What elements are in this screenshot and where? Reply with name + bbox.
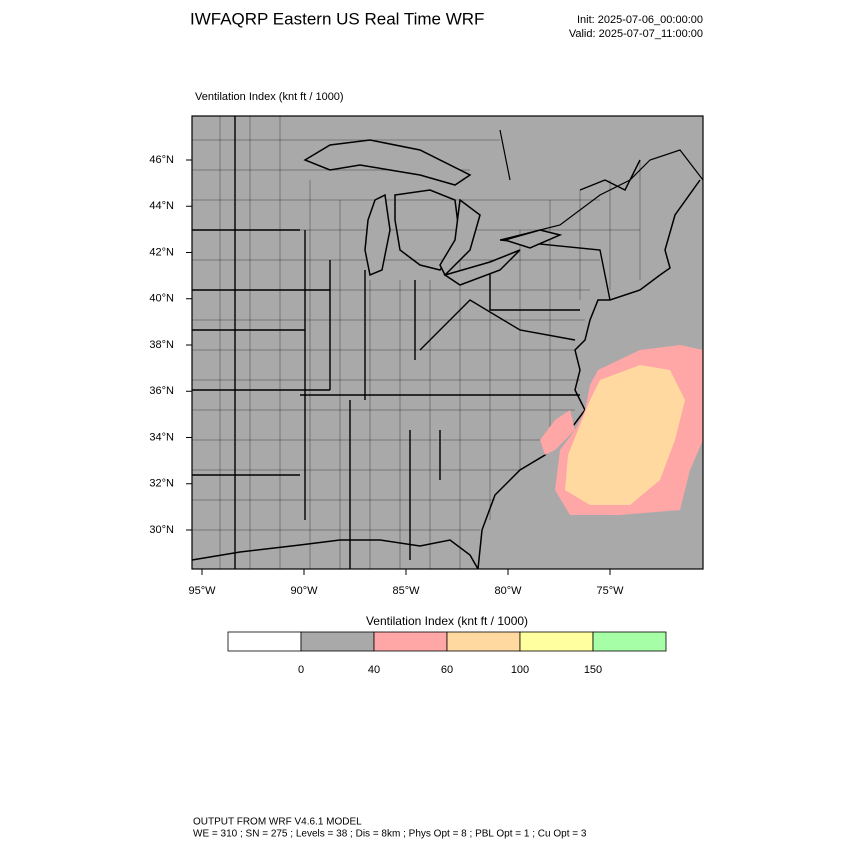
lat-label: 36°N bbox=[149, 385, 174, 397]
colorbar-box bbox=[592, 631, 667, 652]
lon-labels: 95°W 90°W 85°W 80°W 75°W bbox=[188, 569, 624, 597]
lon-label: 75°W bbox=[596, 585, 624, 597]
lake-superior bbox=[303, 139, 472, 186]
lat-label: 42°N bbox=[149, 246, 174, 258]
colorbar-tick-label: 40 bbox=[368, 664, 380, 676]
atlantic-coast bbox=[477, 179, 701, 570]
colorbar: 0 40 60 100 150 bbox=[227, 631, 667, 676]
lat-label: 38°N bbox=[149, 339, 174, 351]
footer-line: WE = 310 ; SN = 275 ; Levels = 38 ; Dis … bbox=[193, 829, 587, 840]
valid-time: Valid: 2025-07-07_11:00:00 bbox=[569, 28, 703, 40]
colorbar-box bbox=[446, 631, 521, 652]
lat-label: 30°N bbox=[149, 524, 174, 536]
map-label: Ventilation Index (knt ft / 1000) bbox=[195, 91, 344, 103]
ventilation-area-60-100 bbox=[565, 365, 685, 505]
colorbar-tick-label: 100 bbox=[511, 664, 529, 676]
title: IWFAQRP Eastern US Real Time WRF bbox=[190, 9, 484, 28]
map: 46°N 44°N 42°N 40°N 38°N 36°N 34°N 32°N 30°N 95°… bbox=[149, 115, 704, 597]
colorbar-box bbox=[519, 631, 594, 652]
state-borders bbox=[192, 116, 641, 569]
ventilation-area-coast bbox=[540, 410, 575, 455]
lat-label: 40°N bbox=[149, 293, 174, 305]
michigan bbox=[394, 189, 461, 271]
footer-line: OUTPUT FROM WRF V4.6.1 MODEL bbox=[193, 817, 362, 828]
lon-label: 85°W bbox=[392, 585, 420, 597]
gulf-coast bbox=[191, 539, 479, 570]
colorbar-tick-label: 150 bbox=[584, 664, 602, 676]
lon-label: 90°W bbox=[290, 585, 318, 597]
lat-label: 46°N bbox=[149, 154, 174, 166]
init-time: Init: 2025-07-06_00:00:00 bbox=[577, 14, 703, 26]
colorbar-box bbox=[300, 631, 375, 652]
lon-label: 95°W bbox=[188, 585, 216, 597]
colorbar-box bbox=[373, 631, 448, 652]
lat-label: 44°N bbox=[149, 200, 174, 212]
lat-label: 34°N bbox=[149, 431, 174, 443]
lon-label: 80°W bbox=[494, 585, 522, 597]
lake-michigan bbox=[364, 193, 391, 277]
map-frame bbox=[191, 115, 704, 570]
colorbar-box bbox=[227, 631, 302, 652]
lake-erie bbox=[443, 249, 521, 286]
canada-border bbox=[499, 129, 704, 241]
colorbar-title: Ventilation Index (knt ft / 1000) bbox=[366, 614, 528, 628]
lat-label: 32°N bbox=[149, 478, 174, 490]
colorbar-tick-label: 60 bbox=[441, 664, 453, 676]
colorbar-tick-label: 0 bbox=[298, 664, 304, 676]
county-grid bbox=[192, 116, 641, 569]
lat-labels: 46°N 44°N 42°N 40°N 38°N 36°N 34°N 32°N 30°N bbox=[149, 154, 192, 536]
